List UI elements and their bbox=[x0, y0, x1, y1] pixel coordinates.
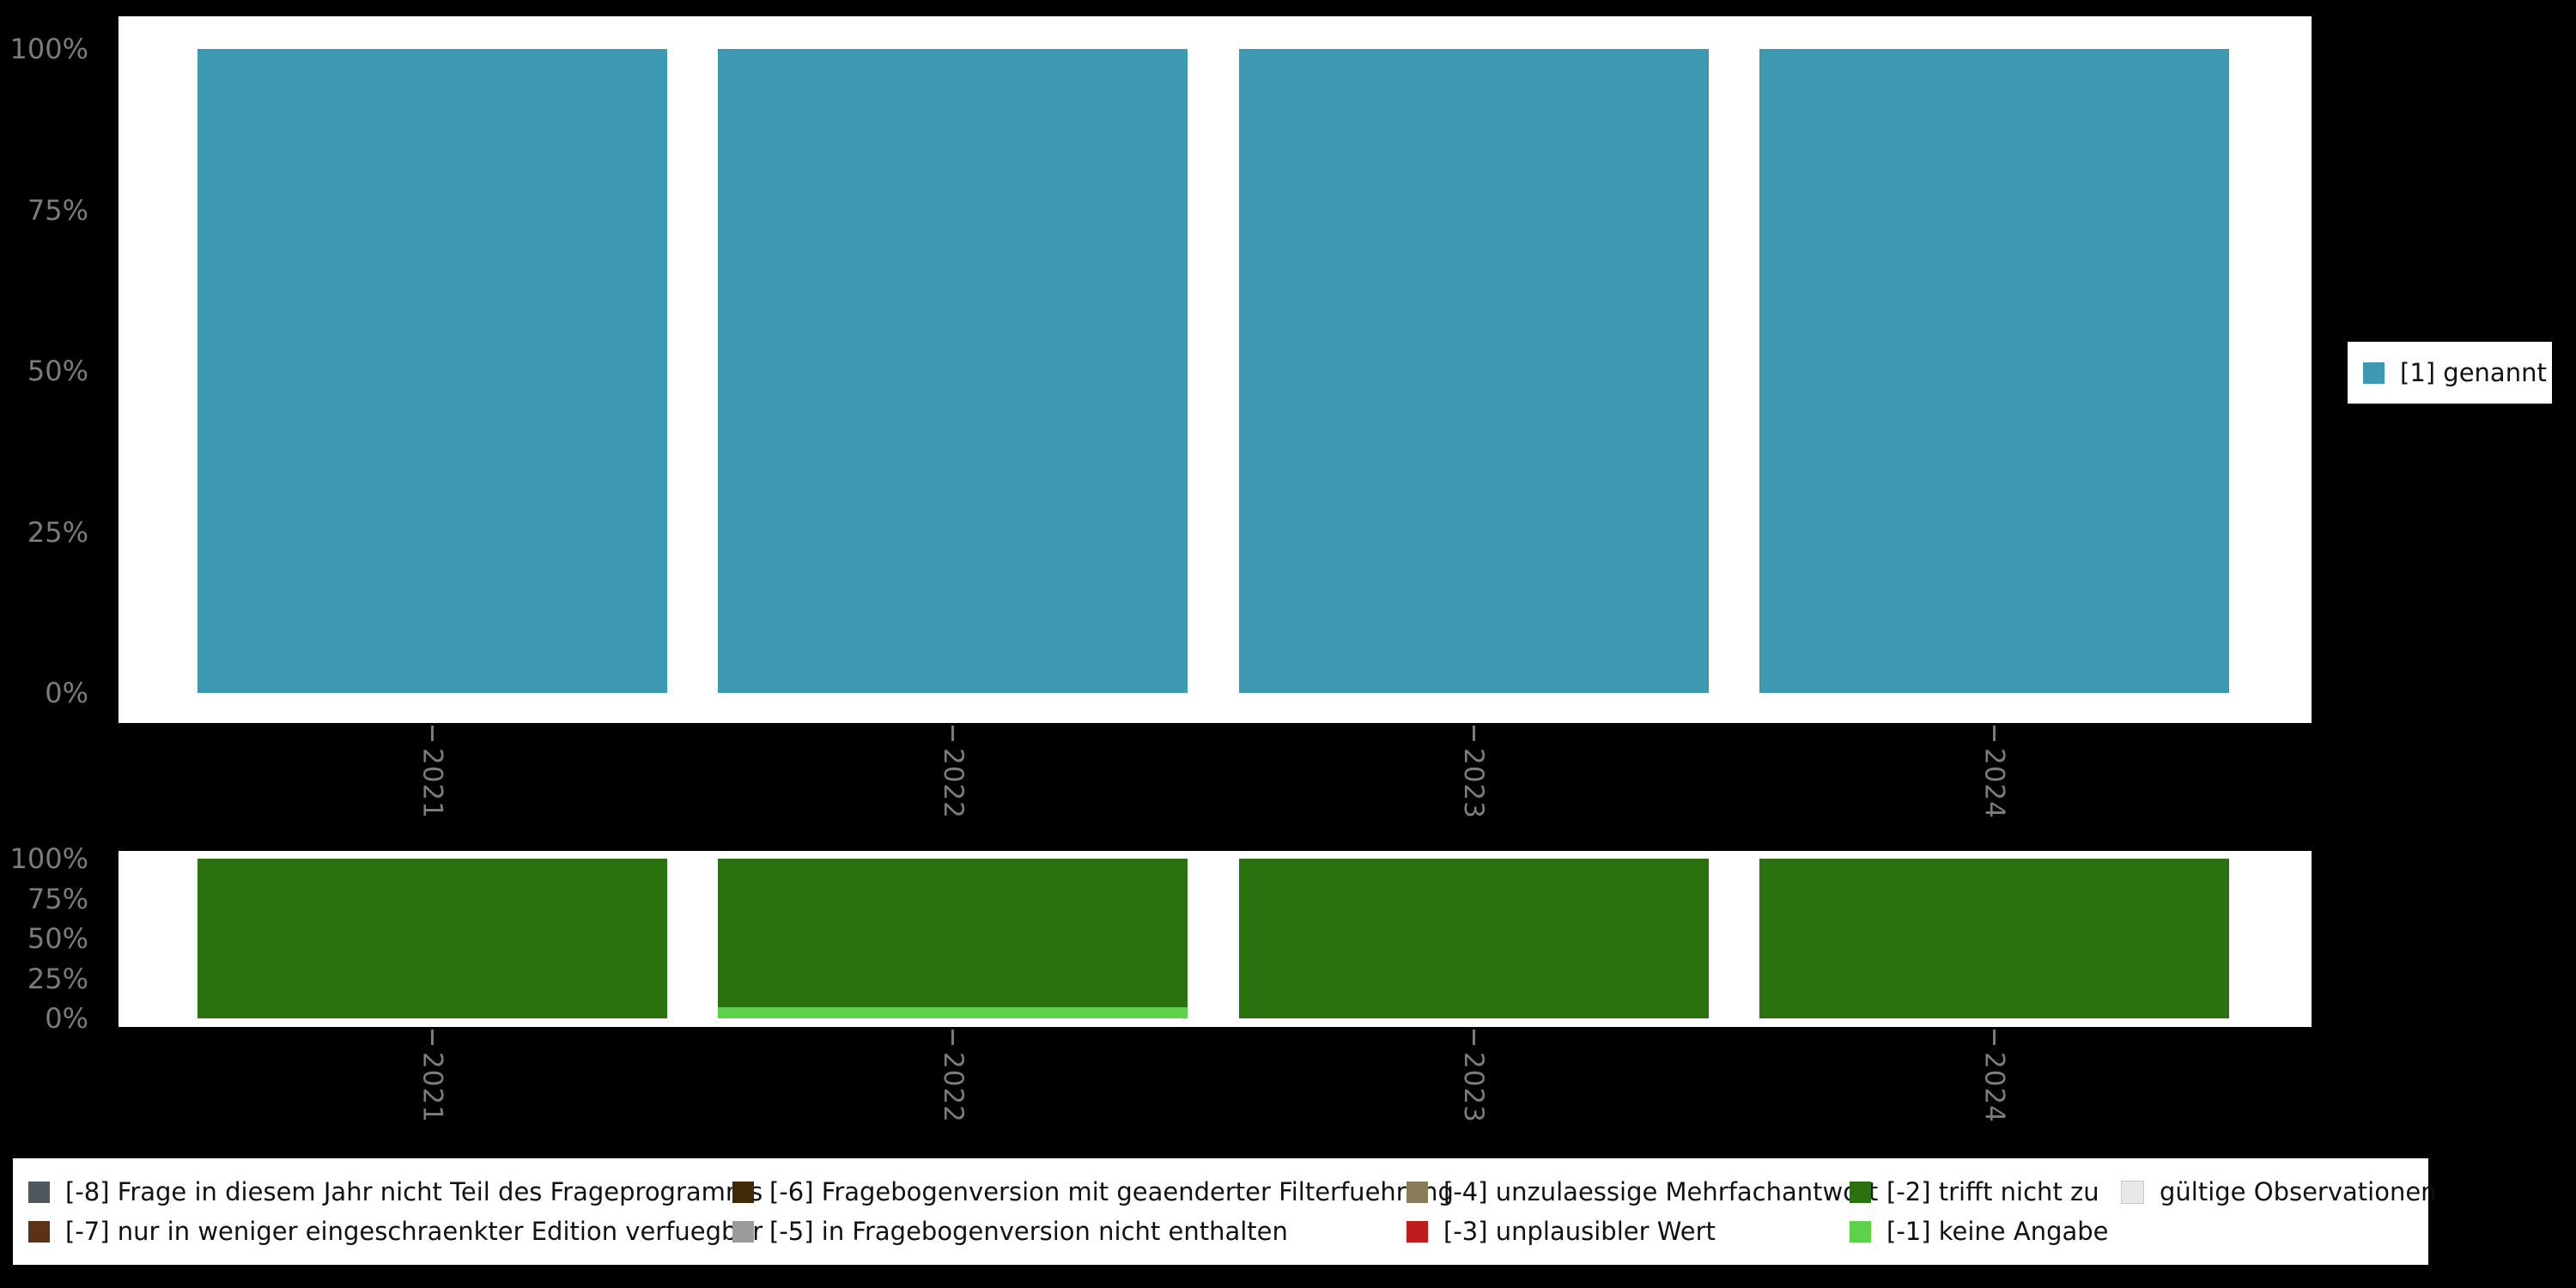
bar-stack-2023 bbox=[1238, 859, 1709, 1018]
bar-segment bbox=[1759, 49, 2229, 693]
y-tick-label: 100% bbox=[9, 33, 88, 65]
top-chart-y-axis: 0% 25% 50% 75% 100% bbox=[0, 33, 102, 709]
legend-label: [-7] nur in weniger eingeschraenkter Edi… bbox=[65, 1217, 763, 1246]
bar-segment bbox=[718, 1006, 1188, 1018]
legend-swatch bbox=[732, 1181, 754, 1203]
bar-stack-2023 bbox=[1238, 49, 1709, 693]
legend-item: [-8] Frage in diesem Jahr nicht Teil des… bbox=[28, 1177, 762, 1206]
legend-swatch bbox=[2363, 361, 2385, 384]
x-tick bbox=[431, 1030, 434, 1045]
legend-swatch bbox=[1850, 1220, 1871, 1242]
bottom-chart-plot-area bbox=[118, 859, 2312, 1018]
x-tick bbox=[1472, 726, 1475, 741]
bar-segment bbox=[718, 859, 1188, 1007]
bar-segment bbox=[197, 859, 667, 1018]
bar-segment bbox=[1238, 49, 1709, 693]
y-tick-label: 75% bbox=[27, 193, 88, 227]
legend-label: [1] genannt bbox=[2400, 358, 2547, 387]
bar-stack-2024 bbox=[1759, 49, 2229, 693]
x-slot: 2021 bbox=[197, 726, 667, 854]
x-slot: 2022 bbox=[718, 1030, 1188, 1158]
x-axis-label: 2022 bbox=[937, 1052, 969, 1123]
y-tick-label: 50% bbox=[27, 355, 88, 387]
legend-item: gültige Observationen bbox=[2121, 1177, 2437, 1206]
legend-right: [1] genannt bbox=[2348, 342, 2552, 404]
x-axis-label: 2021 bbox=[416, 748, 448, 819]
x-axis-label: 2021 bbox=[416, 1052, 448, 1123]
legend-label: [-6] Fragebogenversion mit geaenderter F… bbox=[769, 1177, 1454, 1206]
bar-segment bbox=[197, 49, 667, 693]
x-axis-label: 2023 bbox=[1458, 1052, 1490, 1123]
x-tick bbox=[1472, 1030, 1475, 1045]
top-chart-plot-area bbox=[118, 49, 2312, 693]
legend-label: [-4] unzulaessige Mehrfachantwort bbox=[1443, 1177, 1879, 1206]
bar-stack-2024 bbox=[1759, 859, 2229, 1018]
legend-label: gültige Observationen bbox=[2160, 1177, 2437, 1206]
y-tick-label: 50% bbox=[27, 922, 88, 955]
y-tick-label: 25% bbox=[27, 962, 88, 995]
bar-stack-2021 bbox=[197, 49, 667, 693]
x-slot: 2022 bbox=[718, 726, 1188, 854]
legend-label: [-1] keine Angabe bbox=[1886, 1217, 2109, 1246]
x-tick bbox=[1992, 1030, 1996, 1045]
legend-item: [-4] unzulaessige Mehrfachantwort bbox=[1406, 1177, 1878, 1206]
y-tick-label: 0% bbox=[45, 677, 88, 709]
x-slot: 2023 bbox=[1239, 1030, 1709, 1158]
legend-item: [-6] Fragebogenversion mit geaenderter F… bbox=[732, 1177, 1454, 1206]
x-tick bbox=[431, 726, 434, 741]
legend-item: [-1] keine Angabe bbox=[1850, 1217, 2121, 1246]
legend-bottom: [-8] Frage in diesem Jahr nicht Teil des… bbox=[13, 1158, 2437, 1265]
legend-item: [-5] in Fragebogenversion nicht enthalte… bbox=[732, 1217, 1406, 1246]
legend-item: [-3] unplausibler Wert bbox=[1406, 1217, 1850, 1246]
legend-swatch bbox=[1406, 1181, 1428, 1203]
legend-swatch bbox=[2121, 1180, 2144, 1204]
x-tick bbox=[1992, 726, 1996, 741]
y-tick-label: 75% bbox=[27, 882, 88, 915]
bar-segment bbox=[718, 49, 1188, 693]
bar-segment bbox=[1759, 859, 2229, 1018]
legend-swatch bbox=[28, 1220, 50, 1242]
bottom-chart-y-axis: 0% 25% 50% 75% 100% bbox=[0, 842, 102, 1035]
legend-item: [1] genannt bbox=[2363, 358, 2547, 387]
x-axis-label: 2023 bbox=[1458, 748, 1490, 819]
y-tick-label: 0% bbox=[45, 1002, 88, 1035]
x-tick bbox=[951, 726, 955, 741]
legend-label: [-5] in Fragebogenversion nicht enthalte… bbox=[769, 1217, 1288, 1246]
x-slot: 2021 bbox=[197, 1030, 667, 1158]
bar-stack-2022 bbox=[718, 859, 1188, 1018]
legend-swatch bbox=[28, 1181, 50, 1203]
bar-stack-2022 bbox=[718, 49, 1188, 693]
legend-label: [-2] trifft nicht zu bbox=[1886, 1177, 2099, 1206]
legend-label: [-3] unplausibler Wert bbox=[1443, 1217, 1716, 1246]
bar-stack-2021 bbox=[197, 859, 667, 1018]
legend-swatch bbox=[1406, 1220, 1428, 1242]
bottom-chart-x-axis: 2021 2022 2023 2024 bbox=[118, 1030, 2312, 1158]
legend-label: [-8] Frage in diesem Jahr nicht Teil des… bbox=[65, 1177, 763, 1206]
legend-swatch bbox=[732, 1220, 754, 1242]
x-tick bbox=[951, 1030, 955, 1045]
y-tick-label: 25% bbox=[27, 515, 88, 549]
x-slot: 2023 bbox=[1239, 726, 1709, 854]
top-chart-x-axis: 2021 2022 2023 2024 bbox=[118, 726, 2312, 854]
x-axis-label: 2024 bbox=[1978, 748, 2010, 819]
legend-right-items: [1] genannt bbox=[2363, 358, 2547, 387]
legend-item: [-7] nur in weniger eingeschraenkter Edi… bbox=[28, 1217, 762, 1246]
bar-segment bbox=[1238, 859, 1709, 1018]
legend-swatch bbox=[1850, 1181, 1871, 1203]
y-tick-label: 100% bbox=[9, 842, 88, 875]
x-axis-label: 2022 bbox=[937, 748, 969, 819]
legend-item: [-2] trifft nicht zu bbox=[1850, 1177, 2121, 1206]
x-slot: 2024 bbox=[1759, 726, 2229, 854]
x-slot: 2024 bbox=[1759, 1030, 2229, 1158]
x-axis-label: 2024 bbox=[1978, 1052, 2010, 1123]
